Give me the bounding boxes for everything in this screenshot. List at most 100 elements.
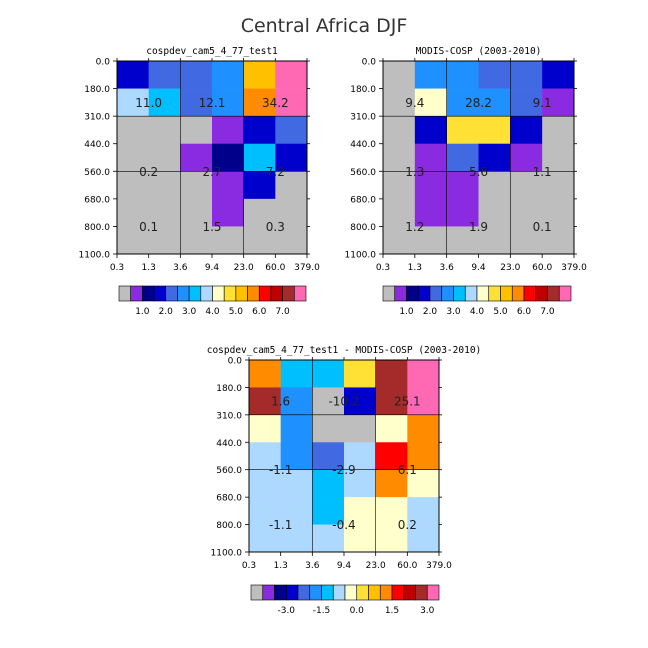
y-tick-label: 0.0 — [96, 58, 111, 68]
colorbar-label: -1.5 — [313, 606, 331, 616]
block-value-label: 6.1 — [398, 463, 417, 477]
colorbar-label: 6.0 — [252, 307, 267, 317]
block-value-label: -1.1 — [269, 463, 292, 477]
heatmap-cell — [275, 61, 308, 89]
colorbar-swatch — [488, 285, 501, 302]
heatmap-cell — [249, 387, 281, 416]
y-tick-label: 180.0 — [216, 384, 242, 394]
colorbar-label: 3.0 — [446, 307, 461, 317]
heatmap-cell — [407, 360, 440, 388]
colorbar-swatch — [235, 285, 248, 302]
heatmap-cell — [312, 497, 345, 525]
heatmap-cell — [212, 88, 244, 117]
colorbar-swatch — [476, 285, 490, 302]
colorbar-swatch — [464, 285, 478, 302]
heatmap-cell — [510, 198, 543, 227]
heatmap-cell — [446, 226, 479, 255]
y-tick-label: 180.0 — [84, 85, 110, 95]
colorbar-swatch — [356, 584, 369, 601]
colorbar-swatch — [285, 584, 299, 601]
colorbar-swatch — [270, 285, 283, 302]
heatmap-cell — [344, 524, 376, 553]
heatmap-cell — [407, 524, 440, 553]
heatmap-cell — [180, 171, 213, 200]
heatmap-cell — [117, 116, 149, 145]
heatmap-cell — [243, 116, 276, 145]
heatmap-cell — [312, 360, 345, 388]
heatmap-cell — [446, 61, 479, 89]
y-tick-label: 680.0 — [216, 494, 242, 504]
heatmap-cell — [212, 61, 244, 89]
heatmap-cell — [117, 61, 149, 89]
y-tick-label: 1100.0 — [79, 251, 111, 261]
heatmap-cell — [344, 360, 376, 388]
heatmap-cell — [344, 497, 376, 525]
heatmap-cell — [407, 497, 440, 525]
heatmap-cell — [280, 387, 313, 416]
colorbar-label: 1.0 — [135, 307, 150, 317]
heatmap-cell — [542, 61, 575, 89]
heatmap-cell — [117, 226, 149, 255]
colorbar-swatch — [558, 285, 572, 302]
heatmap-cell — [148, 171, 181, 200]
y-tick-label: 1100.0 — [211, 549, 243, 559]
block-value-label: 34.2 — [262, 96, 289, 110]
colorbar-swatch — [262, 584, 275, 601]
heatmap-cell — [117, 171, 149, 200]
heatmap-cell — [275, 143, 308, 172]
heatmap-cell — [243, 143, 276, 172]
block-value-label: 1.9 — [469, 220, 488, 234]
heatmap-cell — [414, 116, 447, 145]
x-tick-label: 379.0 — [294, 263, 320, 273]
colorbar-swatch — [250, 584, 264, 601]
heatmap-panel-model: cospdev_cam5_4_77_test1 11.0 12.1 34.2 0.2 2.… — [79, 46, 321, 317]
heatmap-cell — [249, 524, 281, 553]
heatmap-cell — [375, 387, 408, 416]
x-tick-label: 60.0 — [265, 263, 285, 273]
x-tick-label: 0.3 — [242, 561, 256, 571]
heatmap-cell — [117, 143, 149, 172]
colorbar-swatch — [274, 584, 287, 601]
heatmap-cell — [148, 143, 181, 172]
block-value-label: 1.3 — [405, 165, 424, 179]
heatmap-cell — [414, 198, 447, 227]
heatmap-cell — [542, 226, 575, 255]
heatmap-cell — [478, 88, 511, 117]
y-tick-label: 310.0 — [216, 411, 242, 421]
colorbar-label: 3.0 — [420, 606, 435, 616]
x-tick-label: 1.3 — [408, 263, 422, 273]
heatmap-cell — [344, 387, 376, 416]
heatmap-cell — [414, 143, 447, 172]
block-value-label: 1.2 — [405, 220, 424, 234]
heatmap-cell — [542, 88, 575, 117]
x-tick-label: 23.0 — [366, 561, 386, 571]
x-tick-label: 9.4 — [337, 561, 352, 571]
y-tick-label: 560.0 — [216, 466, 242, 476]
heatmap-cell — [407, 442, 440, 471]
heatmap-cell — [243, 88, 276, 117]
colorbar-label: 7.0 — [540, 307, 555, 317]
block-value-label: 0.1 — [139, 220, 158, 234]
colorbar-swatch — [212, 285, 225, 302]
block-value-label: 5.6 — [469, 165, 488, 179]
colorbar-swatch — [426, 584, 440, 601]
heatmap-cell — [383, 143, 416, 172]
block-value-label: 1.5 — [202, 220, 221, 234]
colorbar-swatch — [406, 285, 419, 302]
heatmap-cell — [148, 198, 181, 227]
colorbar-swatch — [297, 584, 311, 601]
heatmap-cell — [446, 171, 479, 200]
colorbar-swatch — [200, 285, 213, 302]
colorbar-swatch — [547, 285, 560, 302]
block-value-label: 11.0 — [135, 96, 162, 110]
block-value-label: 28.2 — [465, 96, 492, 110]
x-tick-label: 379.0 — [426, 561, 452, 571]
heatmap-panel-difference: cospdev_cam5_4_77_test1 - MODIS-COSP (20… — [207, 345, 482, 616]
x-tick-label: 3.6 — [173, 263, 188, 273]
heatmap-cell — [212, 116, 244, 145]
heatmap-cell — [375, 497, 408, 525]
block-value-label: 9.4 — [405, 96, 424, 110]
x-tick-label: 0.3 — [110, 263, 124, 273]
x-tick-label: 9.4 — [205, 263, 220, 273]
colorbar-label: 4.0 — [205, 307, 220, 317]
